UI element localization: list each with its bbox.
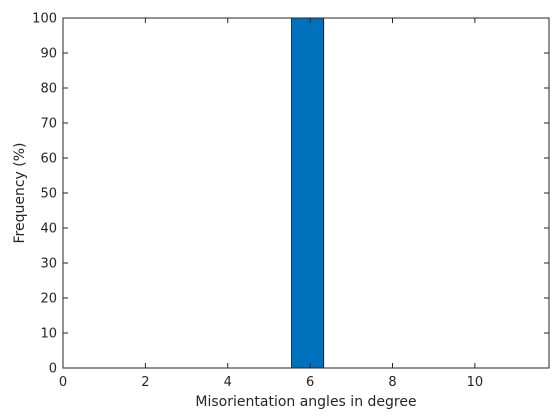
y-tick-label: 20 (40, 292, 57, 307)
x-tick-label: 0 (59, 375, 67, 390)
y-tick-label: 80 (40, 82, 57, 97)
y-tick-label: 10 (40, 327, 57, 342)
x-tick-label: 2 (141, 375, 149, 390)
histogram-bar-0 (291, 17, 325, 369)
axes-box (62, 17, 550, 369)
y-tick-label: 100 (32, 12, 57, 27)
x-tick-label: 6 (306, 375, 314, 390)
y-tick-label: 30 (40, 257, 57, 272)
x-tick-label: 4 (224, 375, 232, 390)
y-tick-label: 40 (40, 222, 57, 237)
y-tick-label: 90 (40, 47, 57, 62)
y-tick-label: 70 (40, 117, 57, 132)
x-tick-label: 10 (467, 375, 484, 390)
y-axis-label: Frequency (%) (12, 142, 28, 243)
x-axis-label: Misorientation angles in degree (195, 394, 416, 410)
y-tick-label: 0 (49, 362, 57, 377)
y-tick-label: 50 (40, 187, 57, 202)
y-tick-label: 60 (40, 152, 57, 167)
x-tick-label: 8 (388, 375, 396, 390)
bars-group (291, 17, 325, 369)
